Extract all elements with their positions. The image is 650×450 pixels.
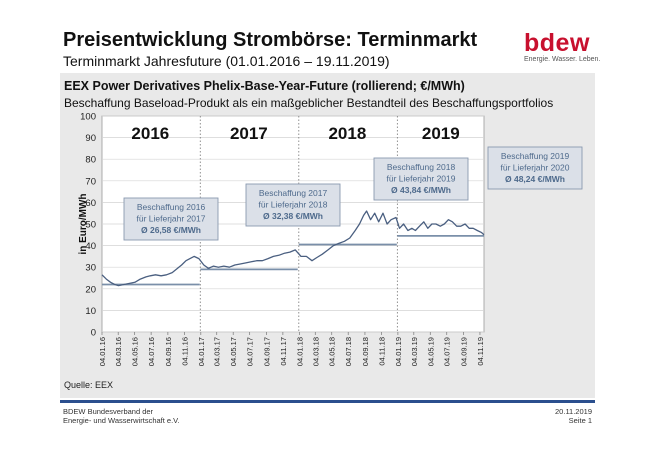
chart-title: EEX Power Derivatives Phelix-Base-Year-F… [64,79,465,93]
x-tick-label: 04.01.18 [295,337,304,366]
x-tick-label: 04.09.16 [164,337,173,366]
x-tick-label: 04.01.17 [197,337,206,366]
x-tick-label: 04.03.16 [114,337,123,366]
x-tick-label: 04.07.17 [246,337,255,366]
annotation-text: für Lieferjahr 2017 [137,214,206,224]
annotation-text: Ø 32,38 €/MWh [263,211,323,221]
annotation-box [373,157,469,201]
annotation-box [123,197,219,241]
x-tick-label: 04.09.17 [262,337,271,366]
annotation-text: Ø 48,24 €/MWh [505,174,565,184]
year-label: 2017 [230,124,268,143]
y-tick-label: 40 [85,241,96,252]
x-tick-label: 04.01.19 [394,337,403,366]
price-series-line [101,210,485,287]
y-tick-label: 100 [80,112,96,123]
x-tick-label: 04.05.17 [229,337,238,366]
x-tick-label: 04.03.17 [213,337,222,366]
page-title: Preisentwicklung Strombörse: Terminmarkt [63,29,478,51]
x-tick-label: 04.05.18 [328,337,337,366]
x-tick-label: 04.11.19 [476,337,485,366]
y-tick-label: 0 [91,328,96,339]
x-tick-label: 04.01.16 [98,337,107,366]
footer-org-line2: Energie- und Wasserwirtschaft e.V. [63,416,180,425]
x-tick-label: 04.03.19 [410,337,419,366]
y-axis-label: in Euro/MWh [78,193,89,254]
footer-date: 20.11.2019 [555,407,592,416]
y-tick-label: 80 [85,155,96,166]
x-tick-label: 04.11.18 [377,337,386,366]
footer-divider [60,400,595,403]
y-tick-label: 30 [85,263,96,274]
page-subtitle: Terminmarkt Jahresfuture (01.01.2016 – 1… [63,53,390,69]
y-tick-label: 60 [85,198,96,209]
chart-subtitle: Beschaffung Baseload-Produkt als ein maß… [64,96,554,110]
logo-wordmark: bdew [524,29,590,57]
year-label: 2018 [328,124,366,143]
y-tick-label: 50 [85,220,96,231]
annotation-box [487,146,583,190]
y-tick-label: 20 [85,284,96,295]
year-label: 2016 [131,124,169,143]
annotation-box [245,183,341,227]
annotation-text: Ø 43,84 €/MWh [391,185,451,195]
year-label: 2019 [422,124,460,143]
x-tick-label: 04.05.19 [426,337,435,366]
footer-page: Seite 1 [568,416,592,425]
annotation-text: Beschaffung 2017 [259,188,328,198]
annotation-text: Ø 26,58 €/MWh [141,225,201,235]
x-tick-label: 04.09.18 [361,337,370,366]
logo-tagline: Energie. Wasser. Leben. [524,56,601,63]
annotation-text: Beschaffung 2019 [501,151,570,161]
annotation-text: Beschaffung 2016 [137,202,206,212]
footer-org-line1: BDEW Bundesverband der [63,407,154,416]
annotation-text: für Lieferjahr 2020 [501,163,570,173]
y-tick-label: 10 [85,306,96,317]
source-note: Quelle: EEX [64,380,114,390]
bdew-logo: bdew Energie. Wasser. Leben. [524,30,614,63]
footer-meta: 20.11.2019 Seite 1 [540,407,592,425]
x-tick-label: 04.07.18 [344,337,353,366]
annotation-text: für Lieferjahr 2019 [387,174,456,184]
y-tick-label: 90 [85,133,96,144]
x-tick-label: 04.07.19 [443,337,452,366]
x-tick-label: 04.11.16 [180,337,189,366]
x-tick-label: 04.07.16 [147,337,156,366]
y-tick-label: 70 [85,176,96,187]
footer-organization: BDEW Bundesverband der Energie- und Wass… [63,407,180,425]
x-tick-label: 04.11.17 [279,337,288,366]
x-tick-label: 04.09.19 [459,337,468,366]
annotation-text: für Lieferjahr 2018 [259,200,328,210]
x-tick-label: 04.05.16 [131,337,140,366]
annotation-text: Beschaffung 2018 [387,162,456,172]
x-tick-label: 04.03.18 [311,337,320,366]
